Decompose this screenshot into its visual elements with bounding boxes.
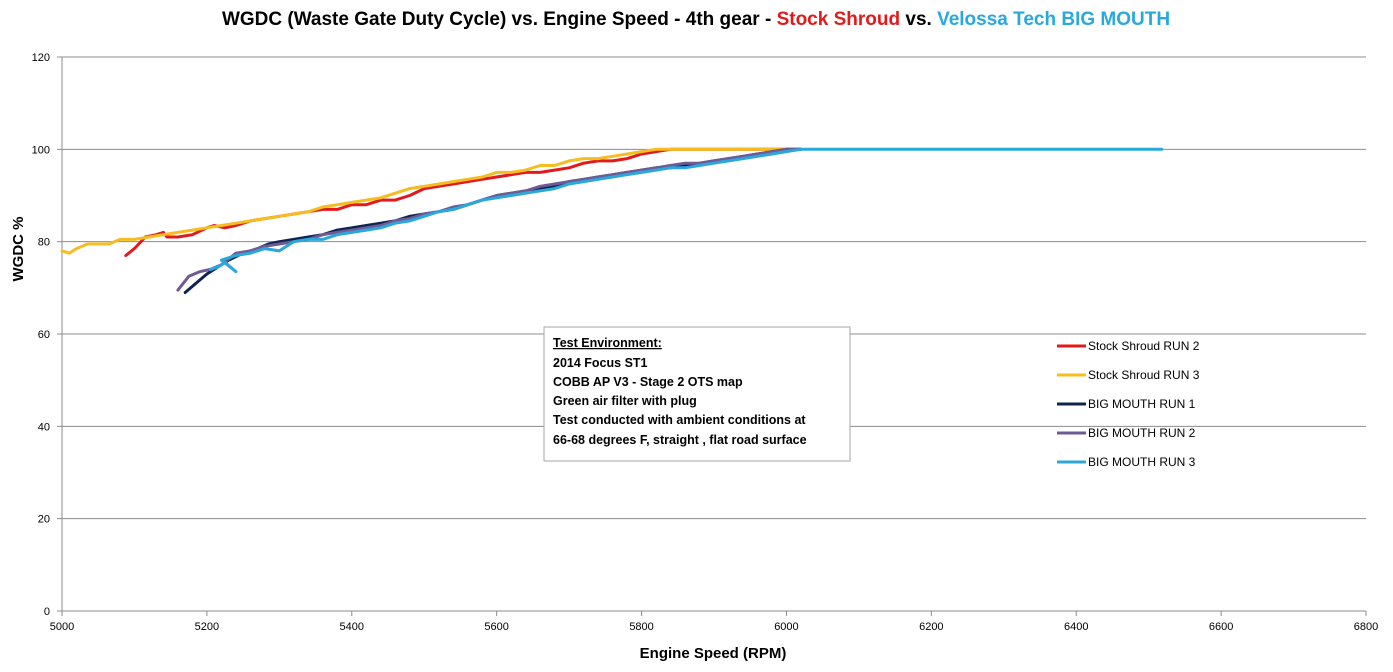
y-axis-ticks: 0 20 40 60 80 100 120 — [32, 52, 62, 618]
note-line: 2014 Focus ST1 — [553, 356, 648, 370]
series-line — [183, 147, 803, 294]
x-tick-label: 6200 — [919, 621, 943, 633]
note-line: COBB AP V3 - Stage 2 OTS map — [553, 375, 743, 389]
y-tick-label: 20 — [38, 514, 50, 526]
y-tick-label: 0 — [44, 606, 50, 618]
y-tick-label: 80 — [38, 237, 50, 249]
series-line — [124, 147, 788, 257]
legend-label: BIG MOUTH RUN 2 — [1088, 426, 1196, 440]
note-line: 66-68 degrees F, straight , flat road su… — [553, 433, 807, 447]
series-line — [60, 147, 788, 255]
legend-label: Stock Shroud RUN 2 — [1088, 339, 1200, 353]
chart-title: WGDC (Waste Gate Duty Cycle) vs. Engine … — [222, 9, 1170, 30]
x-tick-label: 5800 — [629, 621, 653, 633]
x-axis-ticks: 5000 5200 5400 5600 5800 6000 6200 6400 6600 6800 — [50, 611, 1378, 633]
test-environment-note: Test Environment: 2014 Focus ST1 COBB AP… — [543, 326, 851, 462]
x-tick-label: 5400 — [340, 621, 364, 633]
x-tick-label: 5600 — [484, 621, 508, 633]
title-part: Stock Shroud — [777, 9, 901, 30]
title-part: vs. — [900, 9, 937, 30]
x-tick-label: 6800 — [1354, 621, 1378, 633]
x-tick-label: 6600 — [1209, 621, 1233, 633]
title-part: Velossa Tech BIG MOUTH — [937, 9, 1170, 30]
note-line: Green air filter with plug — [553, 394, 697, 408]
legend-label: Stock Shroud RUN 3 — [1088, 368, 1200, 382]
x-tick-label: 6000 — [774, 621, 798, 633]
note-heading: Test Environment: — [553, 336, 662, 350]
y-tick-label: 120 — [32, 52, 50, 64]
y-tick-label: 40 — [38, 421, 50, 433]
y-tick-label: 60 — [38, 329, 50, 341]
series-line — [209, 147, 1164, 274]
x-tick-label: 5000 — [50, 621, 74, 633]
series-line — [176, 147, 803, 292]
x-axis-title: Engine Speed (RPM) — [640, 645, 787, 662]
x-tick-label: 6400 — [1064, 621, 1088, 633]
legend: Stock Shroud RUN 2 Stock Shroud RUN 3 BIG … — [1057, 339, 1200, 469]
y-axis-title: WGDC % — [10, 217, 27, 282]
x-tick-label: 5200 — [195, 621, 219, 633]
legend-label: BIG MOUTH RUN 3 — [1088, 455, 1196, 469]
note-box — [543, 326, 851, 462]
legend-label: BIG MOUTH RUN 1 — [1088, 397, 1196, 411]
title-part: WGDC (Waste Gate Duty Cycle) vs. Engine … — [222, 9, 777, 30]
series-lines — [60, 147, 1164, 294]
y-tick-label: 100 — [32, 144, 50, 156]
note-line: Test conducted with ambient conditions a… — [553, 413, 806, 427]
